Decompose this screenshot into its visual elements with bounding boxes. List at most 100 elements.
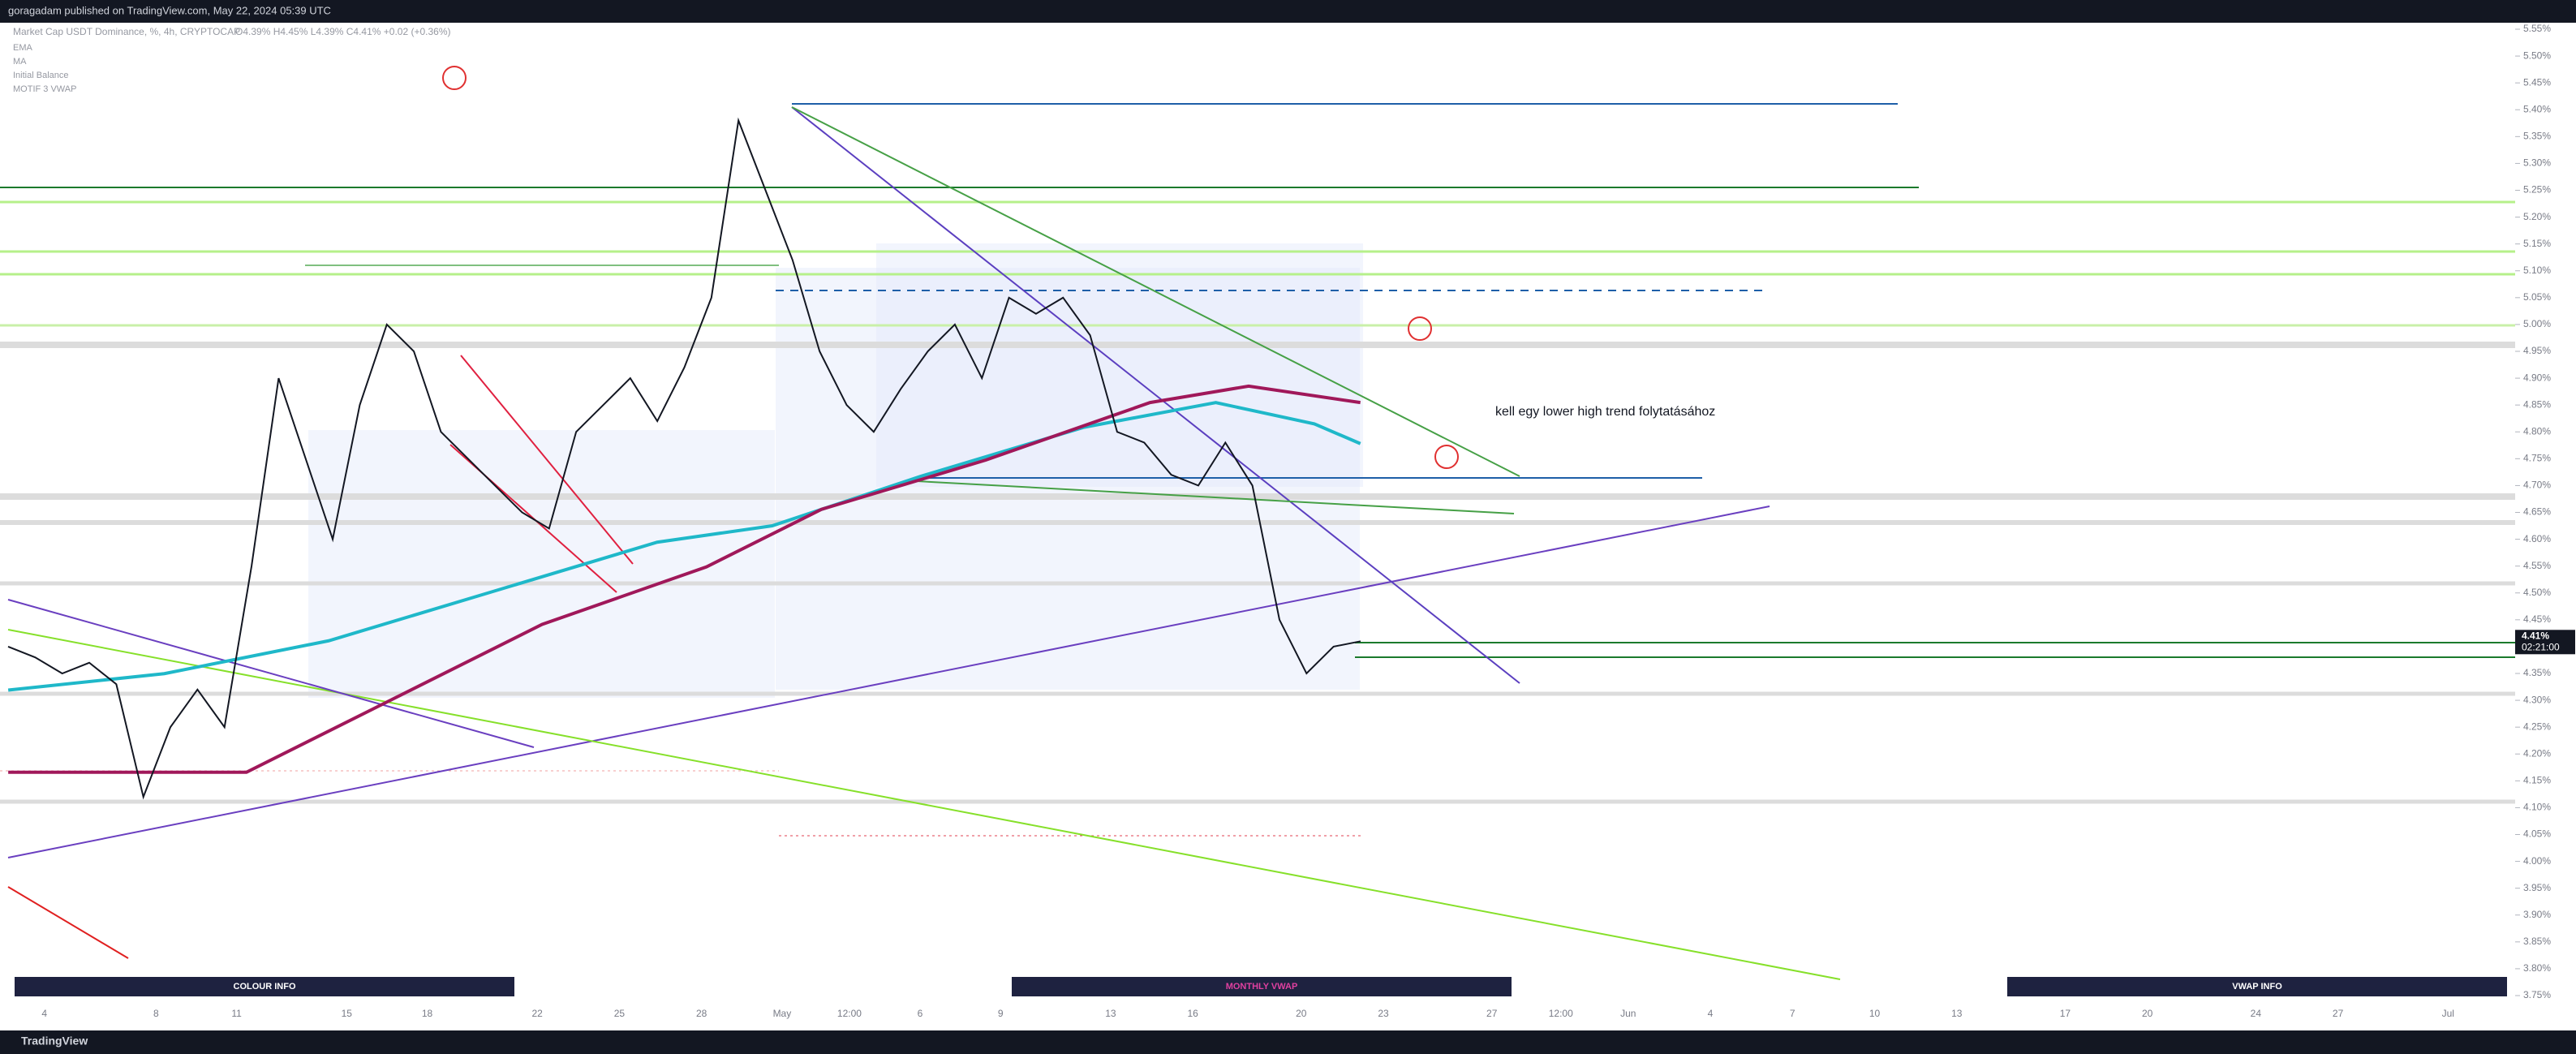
- legend-symbol: Market Cap USDT Dominance, %, 4h, CRYPTO…: [13, 26, 240, 37]
- x-tick-label: 9: [998, 1008, 1004, 1019]
- legend-indicator: MA: [13, 57, 27, 67]
- x-tick-label: 12:00: [1549, 1008, 1573, 1019]
- price-line: [7, 117, 1361, 800]
- x-tick-label: 8: [153, 1008, 159, 1019]
- x-tick-label: 6: [918, 1008, 923, 1019]
- price-badge-countdown: 02:21:00: [2522, 641, 2560, 652]
- x-tick-label: 17: [2060, 1008, 2071, 1019]
- y-tick-label: 4.25%: [2523, 721, 2551, 732]
- y-tick-label: 4.05%: [2523, 828, 2551, 840]
- y-tick-label: 5.10%: [2523, 265, 2551, 276]
- moving-average: [7, 401, 1361, 692]
- x-tick-label: 27: [2333, 1008, 2344, 1019]
- price-badge-label: 4.41%: [2522, 630, 2549, 641]
- x-tick-label: 28: [696, 1008, 707, 1019]
- header-title: goragadam published on TradingView.com, …: [8, 4, 331, 16]
- x-tick-label: 15: [342, 1008, 353, 1019]
- y-tick-label: 4.20%: [2523, 747, 2551, 759]
- y-tick-label: 5.20%: [2523, 211, 2551, 222]
- y-tick-label: 4.95%: [2523, 345, 2551, 356]
- footer-logo: TradingView: [21, 1035, 88, 1048]
- x-tick-label: 25: [614, 1008, 626, 1019]
- x-tick-label: 24: [2251, 1008, 2262, 1019]
- trend-line: [791, 106, 1520, 477]
- trend-line: [7, 505, 1770, 858]
- chart-area: [0, 23, 2576, 1030]
- trend-line: [916, 480, 1515, 514]
- x-tick-label: 13: [1105, 1008, 1116, 1019]
- y-tick-label: 5.00%: [2523, 318, 2551, 329]
- x-tick-label: May: [773, 1008, 792, 1019]
- marker-circle: [1408, 316, 1432, 341]
- legend-ohlc: O4.39% H4.45% L4.39% C4.41% +0.02 (+0.36…: [235, 26, 451, 37]
- trend-line: [7, 886, 129, 959]
- shaded-zone: [876, 243, 1363, 487]
- y-tick-label: 4.75%: [2523, 453, 2551, 464]
- y-tick-label: 4.35%: [2523, 667, 2551, 678]
- x-tick-label: 22: [531, 1008, 543, 1019]
- x-tick-label: 20: [1296, 1008, 1307, 1019]
- y-tick-label: 4.45%: [2523, 613, 2551, 625]
- trend-line: [791, 106, 1520, 684]
- info-box: [15, 977, 514, 996]
- y-tick-label: 4.15%: [2523, 775, 2551, 786]
- y-tick-label: 5.45%: [2523, 76, 2551, 88]
- info-box-label: COLOUR INFO: [234, 982, 296, 992]
- info-box: [2007, 977, 2507, 996]
- x-tick-label: Jun: [1620, 1008, 1636, 1019]
- trend-line: [7, 629, 1841, 980]
- bottom-bar: [0, 1030, 2576, 1054]
- x-tick-label: 12:00: [837, 1008, 862, 1019]
- x-tick-label: 11: [231, 1008, 242, 1019]
- x-tick-label: 18: [422, 1008, 433, 1019]
- y-tick-label: 4.70%: [2523, 480, 2551, 491]
- x-tick-label: 16: [1187, 1008, 1198, 1019]
- y-tick-label: 5.30%: [2523, 157, 2551, 169]
- y-tick-label: 5.05%: [2523, 291, 2551, 303]
- x-tick-label: 27: [1486, 1008, 1498, 1019]
- x-tick-label: 20: [2142, 1008, 2153, 1019]
- x-tick-label: 23: [1378, 1008, 1389, 1019]
- x-tick-label: 4: [41, 1008, 47, 1019]
- marker-circle: [1434, 445, 1459, 469]
- y-tick-label: 4.90%: [2523, 372, 2551, 383]
- marker-circle: [442, 66, 467, 90]
- y-tick-label: 4.00%: [2523, 855, 2551, 867]
- trend-line: [7, 599, 535, 748]
- info-box-label: VWAP INFO: [2232, 982, 2282, 992]
- trend-line: [460, 355, 634, 565]
- price-badge: [2515, 630, 2575, 655]
- moving-average: [8, 384, 1361, 774]
- y-tick-label: 3.75%: [2523, 989, 2551, 1000]
- legend-indicator: MOTIF 3 VWAP: [13, 84, 76, 94]
- y-tick-label: 4.50%: [2523, 587, 2551, 598]
- y-tick-label: 3.95%: [2523, 882, 2551, 893]
- x-tick-label: 13: [1951, 1008, 1963, 1019]
- y-tick-label: 4.30%: [2523, 694, 2551, 705]
- y-tick-label: 4.60%: [2523, 533, 2551, 544]
- legend-indicator: Initial Balance: [13, 71, 69, 80]
- y-tick-label: 4.65%: [2523, 506, 2551, 518]
- x-tick-label: 4: [1708, 1008, 1714, 1019]
- y-tick-label: 5.25%: [2523, 184, 2551, 196]
- x-tick-label: Jul: [2442, 1008, 2454, 1019]
- annotation: kell egy lower high trend folytatásához: [1495, 405, 1715, 419]
- y-tick-label: 4.85%: [2523, 398, 2551, 410]
- y-tick-label: 5.35%: [2523, 131, 2551, 142]
- y-tick-label: 4.55%: [2523, 560, 2551, 571]
- y-tick-label: 3.85%: [2523, 936, 2551, 947]
- y-tick-label: 4.10%: [2523, 802, 2551, 813]
- y-tick-label: 5.55%: [2523, 23, 2551, 34]
- y-tick-label: 5.15%: [2523, 238, 2551, 249]
- y-tick-label: 5.50%: [2523, 49, 2551, 61]
- info-box: [1012, 977, 1512, 996]
- shaded-zone: [308, 430, 775, 698]
- top-bar: [0, 0, 2576, 23]
- x-tick-label: 10: [1869, 1008, 1881, 1019]
- legend-indicator: EMA: [13, 43, 33, 53]
- y-tick-label: 5.40%: [2523, 103, 2551, 114]
- info-box-label: MONTHLY VWAP: [1226, 982, 1298, 992]
- y-tick-label: 3.90%: [2523, 909, 2551, 920]
